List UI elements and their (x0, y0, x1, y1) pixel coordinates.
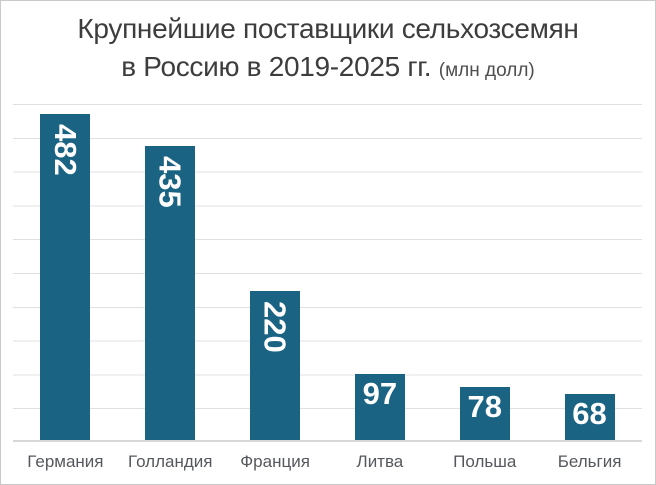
bar-value-label: 482 (47, 124, 83, 176)
bar-column: 78 (432, 104, 537, 440)
bar-column: 68 (537, 104, 642, 440)
bar: 220 (250, 291, 301, 440)
bar-value-label: 435 (152, 155, 188, 208)
chart-title: Крупнейшие поставщики сельхозсемян в Рос… (1, 1, 655, 90)
chart-title-line2: в Россию в 2019-2025 гг. (млн долл) (1, 48, 655, 90)
bar-column: 97 (327, 104, 432, 440)
x-axis-label: Германия (27, 452, 104, 471)
bar-value-label: 68 (572, 396, 607, 431)
bar-column: 435 (118, 104, 223, 440)
chart-title-line2-main: в Россию в 2019-2025 гг. (121, 51, 432, 82)
x-axis-labels: Германия Голландия Франция Литва Польша Бельг… (13, 442, 642, 472)
bar-value-label: 97 (362, 376, 398, 412)
bar-column: 482 (13, 104, 118, 440)
plot-area: 482 435 220 97 78 68 (13, 104, 642, 442)
bar-value-label: 78 (467, 389, 502, 425)
bar-columns: 482 435 220 97 78 68 (13, 104, 642, 440)
x-axis-label: Франция (240, 452, 310, 471)
bar: 482 (40, 114, 91, 440)
chart-unit-note: (млн долл) (438, 60, 535, 81)
bar: 435 (145, 145, 196, 440)
bar-value-label: 220 (257, 301, 293, 354)
bar: 97 (354, 374, 405, 440)
x-axis-label: Польша (453, 452, 517, 471)
bar-column: 220 (223, 104, 328, 440)
bar: 78 (459, 387, 510, 440)
x-axis-label: Литва (356, 452, 404, 471)
x-axis-label: Бельгия (557, 452, 622, 471)
bar: 68 (564, 394, 615, 440)
x-axis-label: Голландия (128, 452, 213, 471)
chart-title-line1: Крупнейшие поставщики сельхозсемян (77, 13, 579, 44)
